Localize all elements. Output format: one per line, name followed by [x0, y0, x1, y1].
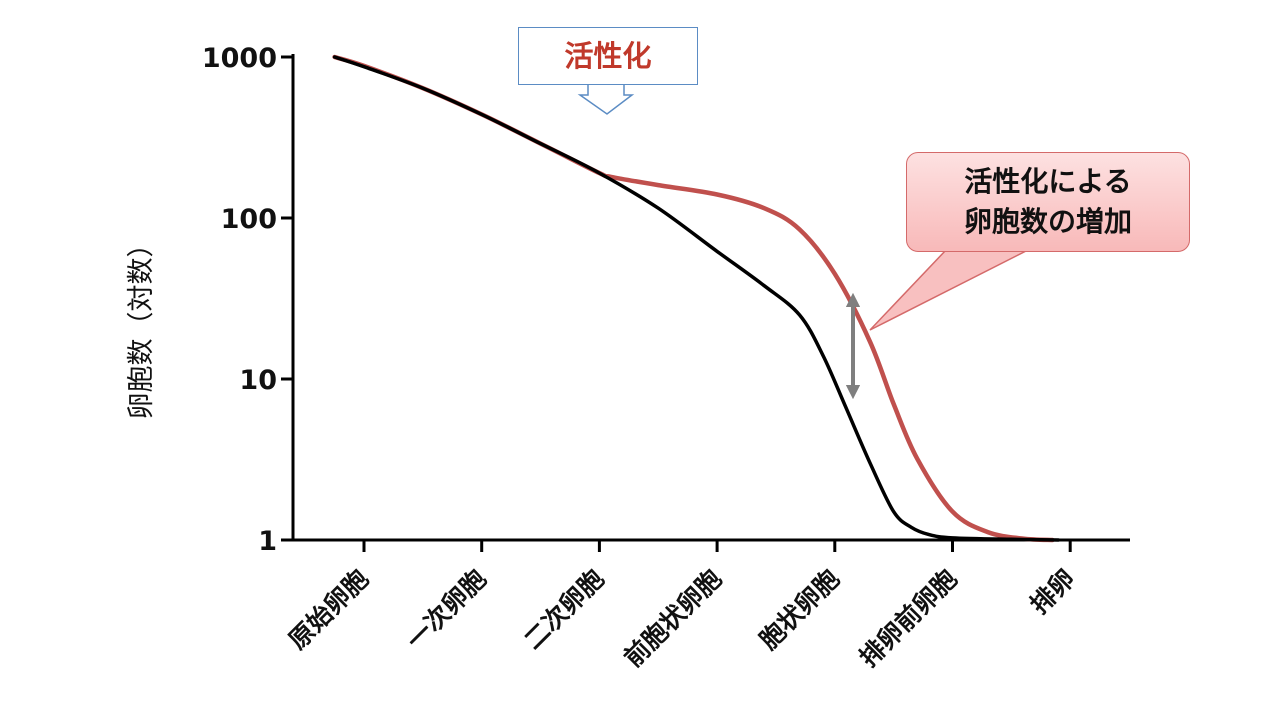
series-line-normal — [332, 55, 1061, 542]
series-line-activated — [332, 54, 1055, 543]
x-tick-label: 前胞状卵胞 — [618, 564, 727, 673]
activation-callout: 活性化 — [518, 27, 698, 85]
y-tick-label: 10 — [239, 365, 277, 396]
activation-pointer — [577, 84, 635, 115]
series-layer — [332, 54, 1061, 543]
x-tick-label: 排卵前卵胞 — [854, 564, 963, 673]
x-tick-label: 胞状卵胞 — [754, 564, 845, 655]
y-tick-label: 1000 — [202, 43, 277, 74]
x-tick-label: 一次卵胞 — [401, 564, 492, 655]
y-tick-label: 1 — [258, 526, 277, 557]
y-axis-label: 卵胞数（対数） — [126, 231, 157, 420]
follicle-increase-callout: 活性化による 卵胞数の増加 — [906, 152, 1190, 252]
x-tick-label: 原始卵胞 — [283, 564, 374, 655]
x-tick-label: 排卵 — [1025, 564, 1081, 620]
callout-pointer — [869, 249, 1029, 331]
x-tick-label: 二次卵胞 — [518, 564, 609, 655]
y-tick-label: 100 — [221, 204, 277, 235]
